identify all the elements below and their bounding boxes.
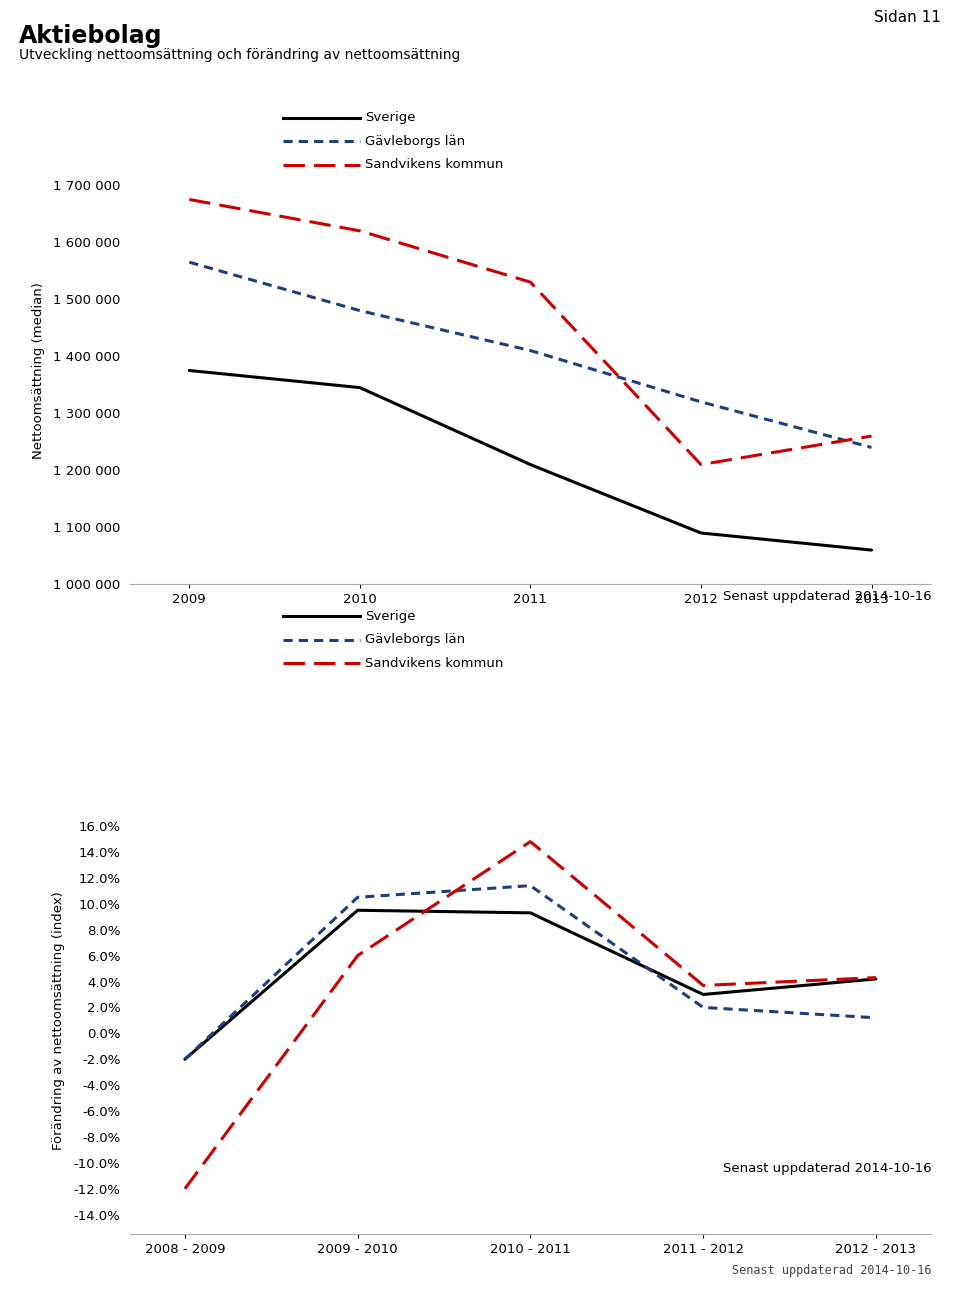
Text: Senast uppdaterad 2014-10-16: Senast uppdaterad 2014-10-16: [723, 590, 931, 603]
Text: Senast uppdaterad 2014-10-16: Senast uppdaterad 2014-10-16: [732, 1264, 931, 1277]
Text: Gävleborgs län: Gävleborgs län: [365, 135, 465, 148]
Text: Senast uppdaterad 2014-10-16: Senast uppdaterad 2014-10-16: [723, 1162, 931, 1175]
Text: Sandvikens kommun: Sandvikens kommun: [365, 657, 503, 670]
Text: Aktiebolag: Aktiebolag: [19, 24, 162, 47]
Text: Gävleborgs län: Gävleborgs län: [365, 633, 465, 646]
Text: Utveckling nettoomsättning och förändring av nettoomsättning: Utveckling nettoomsättning och förändrin…: [19, 48, 461, 63]
Text: Sidan 11: Sidan 11: [874, 10, 941, 25]
Y-axis label: Förändring av nettoomsättning (index): Förändring av nettoomsättning (index): [53, 891, 65, 1149]
Text: Sverige: Sverige: [365, 111, 416, 124]
Text: Sverige: Sverige: [365, 610, 416, 623]
Text: Sandvikens kommun: Sandvikens kommun: [365, 158, 503, 171]
Y-axis label: Nettoomsättning (median): Nettoomsättning (median): [32, 282, 45, 458]
